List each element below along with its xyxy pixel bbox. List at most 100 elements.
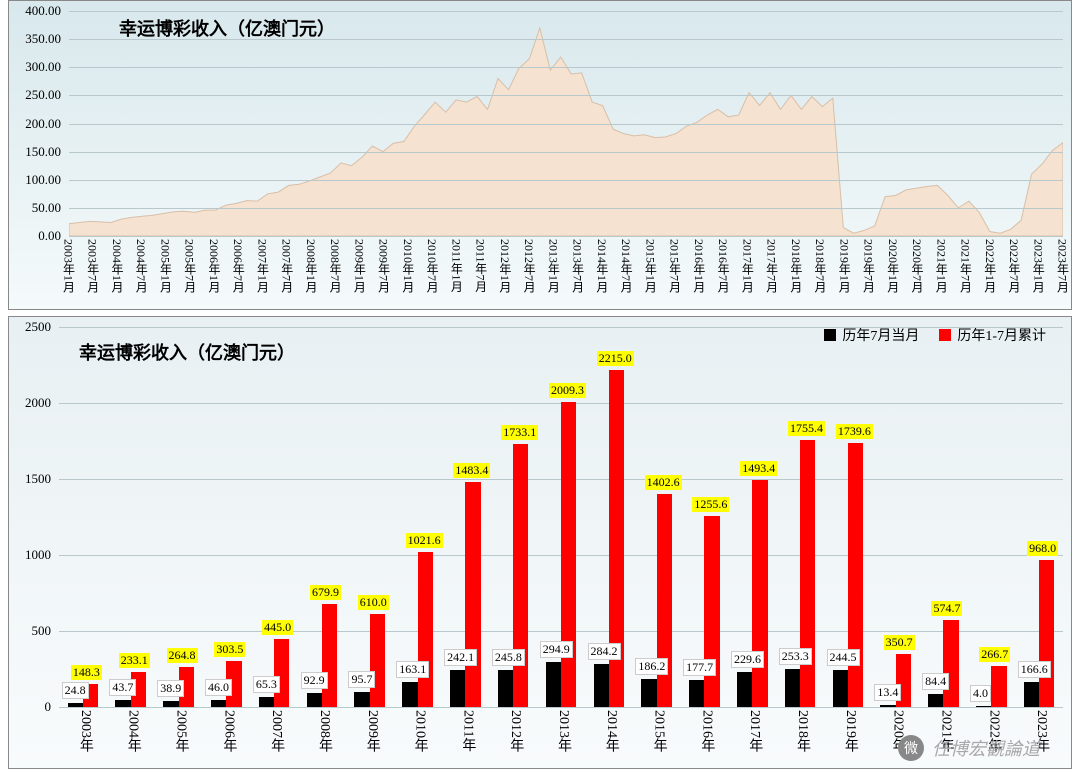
chart2-y-tick: 0: [45, 699, 52, 715]
bar-red: [561, 402, 576, 707]
bar-black: [880, 705, 895, 707]
bar-black: [594, 664, 609, 707]
bar-red: [848, 443, 863, 707]
bar-black: [928, 694, 943, 707]
chart1-x-tick: 2017年1月: [739, 239, 756, 293]
chart1-x-tick: 2021年7月: [958, 239, 975, 293]
chart1-x-tick: 2008年1月: [303, 239, 320, 293]
chart2-y-tick: 500: [32, 623, 52, 639]
chart1-gridline: [69, 39, 1063, 40]
bar-black: [498, 670, 513, 707]
chart1-y-axis: 0.0050.00100.00150.00200.00250.00300.003…: [9, 11, 65, 236]
bar-black: [115, 700, 130, 707]
chart2-x-tick: 2012年: [505, 710, 525, 752]
chart1-x-tick: 2005年1月: [157, 239, 174, 293]
data-label-black: 177.7: [683, 659, 716, 676]
chart1-x-tick: 2006年1月: [206, 239, 223, 293]
data-label-red: 1755.4: [788, 421, 825, 436]
chart1-x-tick: 2003年1月: [61, 239, 78, 293]
chart2-y-tick: 1500: [25, 471, 51, 487]
data-label-black: 244.5: [827, 649, 860, 666]
chart1-x-tick: 2011年1月: [448, 239, 465, 293]
chart1-x-tick: 2009年7月: [376, 239, 393, 293]
chart1-x-tick: 2018年1月: [788, 239, 805, 293]
chart1-x-tick: 2014年7月: [618, 239, 635, 293]
chart2-x-tick: 2006年: [218, 710, 238, 752]
chart1-y-tick: 100.00: [25, 172, 61, 188]
data-label-black: 38.9: [157, 680, 184, 697]
chart2-x-tick: 2004年: [123, 710, 143, 752]
bar-red: [991, 666, 1006, 707]
chart2-y-tick: 2500: [25, 319, 51, 335]
bar-red: [657, 494, 672, 707]
chart1-x-tick: 2010年1月: [400, 239, 417, 293]
bar-red: [752, 480, 767, 707]
watermark: 微 任博宏觀論道: [898, 735, 1040, 761]
data-label-black: 13.4: [874, 684, 901, 701]
chart1-x-tick: 2004年7月: [133, 239, 150, 293]
data-label-black: 284.2: [588, 643, 621, 660]
wechat-icon: 微: [898, 735, 924, 761]
bar-black: [450, 670, 465, 707]
bar-red: [418, 552, 433, 707]
chart1-y-tick: 350.00: [25, 31, 61, 47]
chart1-x-tick: 2023年1月: [1030, 239, 1047, 293]
chart1-y-tick: 300.00: [25, 59, 61, 75]
data-label-black: 166.6: [1018, 661, 1051, 678]
data-label-black: 65.3: [253, 676, 280, 693]
chart2-x-tick: 2017年: [744, 710, 764, 752]
bar-black: [259, 697, 274, 707]
data-label-red: 574.7: [931, 601, 962, 616]
chart2-y-axis: 05001000150020002500: [9, 327, 55, 707]
bar-red: [704, 516, 719, 707]
chart1-x-axis: 2003年1月2003年7月2004年1月2004年7月2005年1月2005年…: [69, 239, 1063, 307]
chart1-x-tick: 2016年7月: [715, 239, 732, 293]
data-label-red: 1483.4: [453, 463, 490, 478]
bar-chart-container: 幸运博彩收入（亿澳门元） 历年7月当月 历年1-7月累计 148.324.823…: [8, 316, 1072, 769]
chart1-x-tick: 2020年1月: [885, 239, 902, 293]
chart1-y-tick: 200.00: [25, 116, 61, 132]
chart1-x-tick: 2010年7月: [424, 239, 441, 293]
data-label-red: 445.0: [262, 620, 293, 635]
chart1-x-tick: 2003年7月: [85, 239, 102, 293]
chart2-y-tick: 2000: [25, 395, 51, 411]
bar-black: [976, 706, 991, 707]
data-label-black: 92.9: [301, 672, 328, 689]
bar-red: [322, 604, 337, 707]
chart1-y-tick: 0.00: [38, 228, 61, 244]
chart1-gridline: [69, 236, 1063, 237]
bar-red: [370, 614, 385, 707]
bar-black: [641, 679, 656, 707]
data-label-red: 303.5: [214, 642, 245, 657]
data-label-red: 2215.0: [597, 351, 634, 366]
data-label-red: 968.0: [1027, 541, 1058, 556]
chart2-x-tick: 2011年: [457, 710, 477, 751]
chart1-gridline: [69, 152, 1063, 153]
data-label-red: 266.7: [979, 647, 1010, 662]
chart1-y-tick: 400.00: [25, 3, 61, 19]
chart2-x-tick: 2015年: [649, 710, 669, 752]
chart2-x-tick: 2010年: [410, 710, 430, 752]
chart1-x-tick: 2007年1月: [254, 239, 271, 293]
bar-red: [1039, 560, 1054, 707]
chart2-x-tick: 2014年: [601, 710, 621, 752]
data-label-red: 148.3: [71, 665, 102, 680]
chart1-x-tick: 2015年7月: [667, 239, 684, 293]
bar-black: [737, 672, 752, 707]
bar-red: [465, 482, 480, 707]
chart1-x-tick: 2004年1月: [109, 239, 126, 293]
bar-red: [513, 444, 528, 707]
chart1-x-tick: 2022年1月: [982, 239, 999, 293]
chart1-y-tick: 250.00: [25, 87, 61, 103]
watermark-text: 任博宏觀論道: [932, 735, 1040, 761]
bar-red: [943, 620, 958, 707]
chart1-x-tick: 2023年7月: [1055, 239, 1072, 293]
chart2-x-tick: 2018年: [792, 710, 812, 752]
chart2-x-tick: 2008年: [314, 710, 334, 752]
data-label-black: 229.6: [731, 651, 764, 668]
chart1-x-tick: 2005年7月: [182, 239, 199, 293]
chart1-x-tick: 2022年7月: [1006, 239, 1023, 293]
data-label-black: 186.2: [635, 658, 668, 675]
chart1-x-tick: 2016年1月: [691, 239, 708, 293]
chart2-x-tick: 2007年: [266, 710, 286, 752]
